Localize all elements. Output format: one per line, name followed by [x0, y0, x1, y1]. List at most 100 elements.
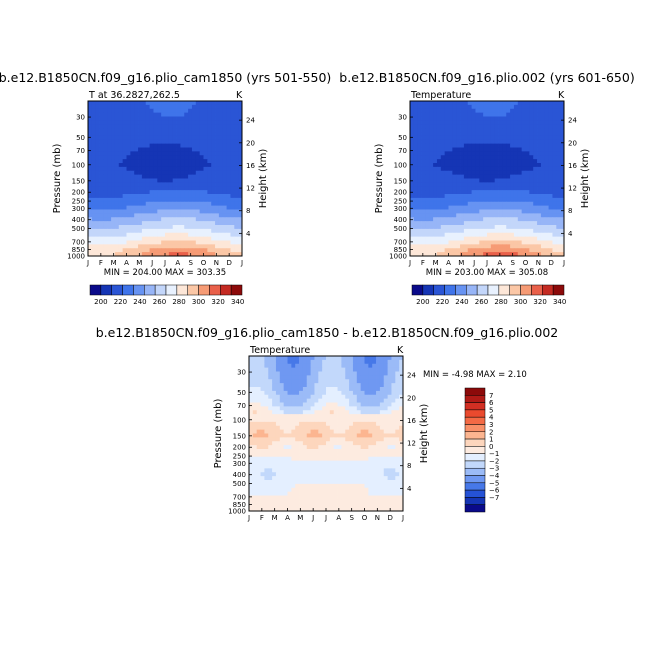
field-cell — [264, 375, 269, 380]
field-cell — [172, 135, 177, 141]
field-cell — [145, 147, 150, 152]
field-cell — [391, 402, 396, 407]
field-cell — [230, 190, 235, 195]
field-cell — [99, 147, 104, 152]
field-cell — [287, 398, 292, 403]
field-cell — [552, 182, 557, 187]
field-cell — [203, 228, 208, 234]
field-cell — [533, 139, 538, 145]
field-cell — [230, 147, 235, 152]
field-cell — [560, 205, 565, 210]
field-cell — [440, 252, 446, 257]
field-cell — [421, 128, 426, 133]
field-cell — [215, 221, 220, 226]
field-cell — [207, 232, 212, 238]
field-cell — [218, 244, 224, 249]
field-cell — [153, 139, 158, 145]
field-cell — [157, 139, 162, 145]
field-cell — [95, 139, 100, 145]
field-cell — [302, 429, 308, 434]
field-cell — [341, 507, 346, 512]
field-cell — [283, 387, 288, 392]
field-cell — [356, 383, 362, 388]
field-cell — [218, 166, 224, 172]
field-cell — [275, 472, 281, 477]
field-cell — [463, 132, 469, 137]
field-cell — [168, 147, 174, 152]
field-cell — [161, 128, 166, 133]
field-cell — [130, 132, 135, 137]
field-cell — [533, 112, 538, 117]
field-cell — [560, 209, 565, 214]
field-cell — [103, 221, 108, 226]
field-cell — [322, 476, 327, 481]
field-cell — [218, 163, 224, 168]
field-cell — [268, 495, 273, 500]
field-cell — [299, 491, 304, 496]
y-tick-label: 250 — [394, 198, 407, 206]
field-cell — [360, 359, 365, 365]
field-cell — [130, 225, 135, 230]
field-cell — [230, 135, 235, 141]
field-cell — [533, 170, 538, 176]
field-cell — [322, 359, 327, 365]
field-cell — [211, 213, 216, 218]
field-cell — [88, 166, 93, 172]
field-cell — [560, 112, 565, 117]
field-cell — [490, 116, 496, 121]
field-cell — [502, 159, 507, 164]
field-cell — [533, 116, 538, 121]
field-cell — [372, 433, 377, 438]
field-cell — [521, 248, 526, 253]
field-cell — [302, 356, 308, 361]
field-cell — [149, 139, 154, 145]
field-cell — [391, 379, 396, 384]
field-cell — [149, 147, 154, 152]
field-cell — [157, 217, 162, 222]
field-cell — [395, 418, 400, 423]
field-cell — [306, 437, 311, 442]
field-cell — [413, 132, 419, 137]
field-cell — [264, 410, 269, 415]
field-cell — [552, 135, 557, 141]
field-cell — [417, 252, 422, 257]
field-cell — [318, 456, 323, 462]
field-cell — [399, 503, 404, 508]
field-cell — [168, 252, 174, 257]
field-cell — [218, 139, 224, 145]
field-cell — [494, 120, 499, 125]
field-cell — [226, 217, 231, 222]
field-cell — [222, 135, 227, 141]
field-cell — [548, 108, 553, 114]
field-cell — [95, 170, 100, 176]
field-cell — [399, 398, 404, 403]
field-cell — [498, 163, 503, 168]
field-cell — [99, 135, 104, 141]
field-cell — [372, 452, 377, 458]
field-cell — [279, 472, 285, 477]
field-cell — [222, 190, 227, 195]
field-cell — [249, 375, 254, 380]
field-cell — [91, 101, 97, 106]
field-cell — [494, 155, 499, 160]
field-cell — [188, 205, 193, 210]
field-cell — [329, 445, 335, 450]
field-cell — [483, 178, 488, 183]
field-cell — [322, 499, 327, 504]
units-label: K — [236, 90, 243, 101]
field-cell — [483, 166, 488, 172]
field-cell — [310, 433, 315, 438]
field-cell — [395, 503, 400, 508]
x-tick-label: S — [510, 259, 515, 267]
field-cell — [134, 240, 139, 245]
field-cell — [95, 116, 100, 121]
field-cell — [168, 159, 174, 164]
field-cell — [264, 483, 269, 489]
field-cell — [107, 248, 112, 253]
field-cell — [264, 449, 269, 454]
field-cell — [556, 232, 561, 238]
field-cell — [413, 240, 419, 245]
field-cell — [498, 236, 503, 241]
field-cell — [460, 116, 465, 121]
field-cell — [529, 236, 534, 241]
